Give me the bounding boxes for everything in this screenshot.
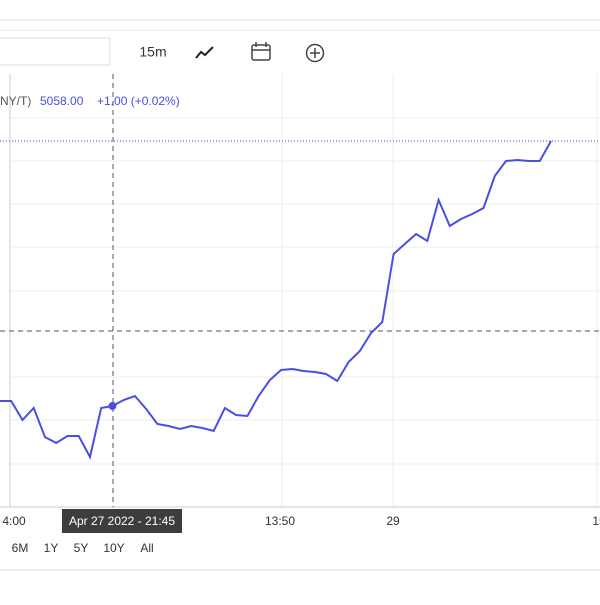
range-button[interactable]: 6M: [12, 541, 29, 555]
tooltip-text: Apr 27 2022 - 21:45: [69, 514, 175, 528]
x-tick-label: 29: [386, 514, 400, 528]
x-tick-label: 15: [592, 514, 600, 528]
add-indicator-icon[interactable]: [305, 43, 325, 63]
legend-change: +1.00 (+0.02%): [97, 94, 180, 108]
price-line: [0, 140, 552, 460]
search-input[interactable]: [0, 37, 111, 66]
grid: [10, 74, 600, 507]
range-button[interactable]: All: [140, 541, 153, 555]
range-button[interactable]: 10Y: [103, 541, 124, 555]
interval-button[interactable]: 15m: [139, 44, 166, 60]
x-tick-label: 13:50: [265, 514, 295, 528]
calendar-icon[interactable]: [251, 42, 271, 61]
range-button[interactable]: 5Y: [74, 541, 89, 555]
plot: [0, 140, 552, 460]
x-tick-label: 4:00: [2, 514, 26, 528]
legend-symbol: NY/T): [0, 94, 31, 108]
hover-point: [108, 402, 117, 410]
chart-type-icon[interactable]: [195, 46, 214, 59]
legend-price: 5058.00: [40, 94, 84, 108]
tooltip-box: [62, 509, 182, 533]
range-button[interactable]: 1Y: [44, 541, 59, 555]
